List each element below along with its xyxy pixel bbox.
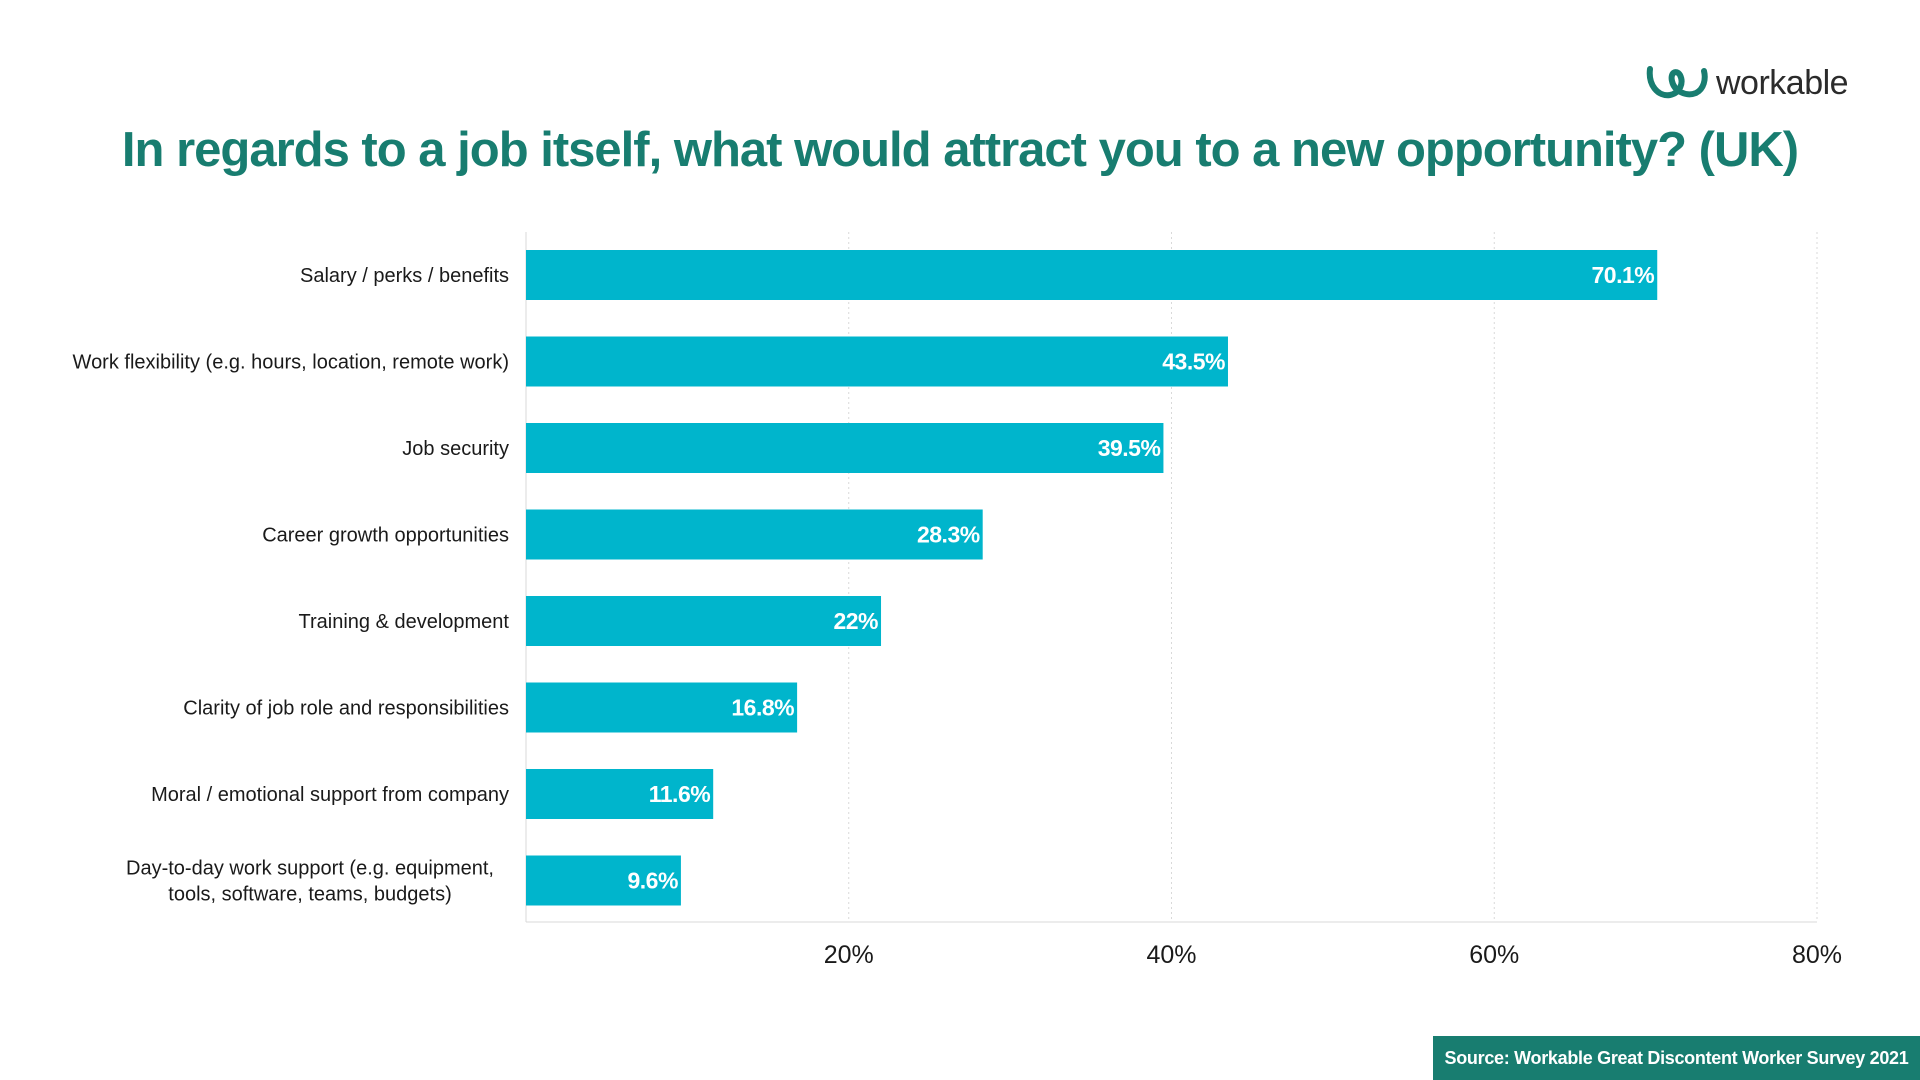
x-axis-ticks: 20% 40% 60% 80% <box>824 941 1842 969</box>
value-label: 22% <box>833 608 878 634</box>
bar <box>526 423 1164 473</box>
value-label: 9.6% <box>627 868 677 894</box>
bar <box>526 855 681 906</box>
x-tick-label: 60% <box>1469 941 1519 969</box>
category-label: Day-to-day work support (e.g. equipment, <box>126 858 494 880</box>
category-labels: Salary / perks / benefits Work flexibilit… <box>73 265 510 906</box>
bar <box>526 509 983 560</box>
bar <box>526 336 1228 387</box>
category-label: Salary / perks / benefits <box>300 265 509 287</box>
category-label: Moral / emotional support from company <box>151 784 509 806</box>
category-label: Work flexibility (e.g. hours, location, … <box>73 352 509 374</box>
category-label: Clarity of job role and responsibilities <box>183 698 509 720</box>
category-label: Training & development <box>299 611 510 633</box>
x-tick-label: 80% <box>1792 941 1842 969</box>
value-label: 28.3% <box>917 522 980 548</box>
value-labels: 70.1% 43.5% 39.5% 28.3% 22% 16.8% 11.6% 9.6% <box>627 262 1654 894</box>
bar <box>526 769 714 819</box>
category-label: Job security <box>402 438 509 460</box>
bar <box>526 682 798 733</box>
x-tick-label: 40% <box>1146 941 1196 969</box>
value-label: 70.1% <box>1592 262 1655 288</box>
chart-title: In regards to a job itself, what would a… <box>121 123 1799 177</box>
bar <box>526 596 882 646</box>
logo-wordmark: workable <box>1716 63 1849 102</box>
category-label: tools, software, teams, budgets) <box>168 884 451 906</box>
grid-lines <box>525 232 1818 923</box>
bar-chart: Salary / perks / benefits Work flexibilit… <box>73 232 1842 969</box>
workable-logo: workable <box>1644 62 1849 104</box>
value-label: 39.5% <box>1098 435 1161 461</box>
x-tick-label: 20% <box>824 941 874 969</box>
category-label: Career growth opportunities <box>262 525 509 547</box>
bar <box>526 250 1658 300</box>
source-badge: Source: Workable Great Discontent Worker… <box>1433 1036 1920 1080</box>
bars <box>526 250 1658 906</box>
workable-swirl-icon <box>1646 66 1708 99</box>
value-label: 16.8% <box>731 695 794 721</box>
value-label: 11.6% <box>649 781 710 807</box>
value-label: 43.5% <box>1162 349 1225 375</box>
